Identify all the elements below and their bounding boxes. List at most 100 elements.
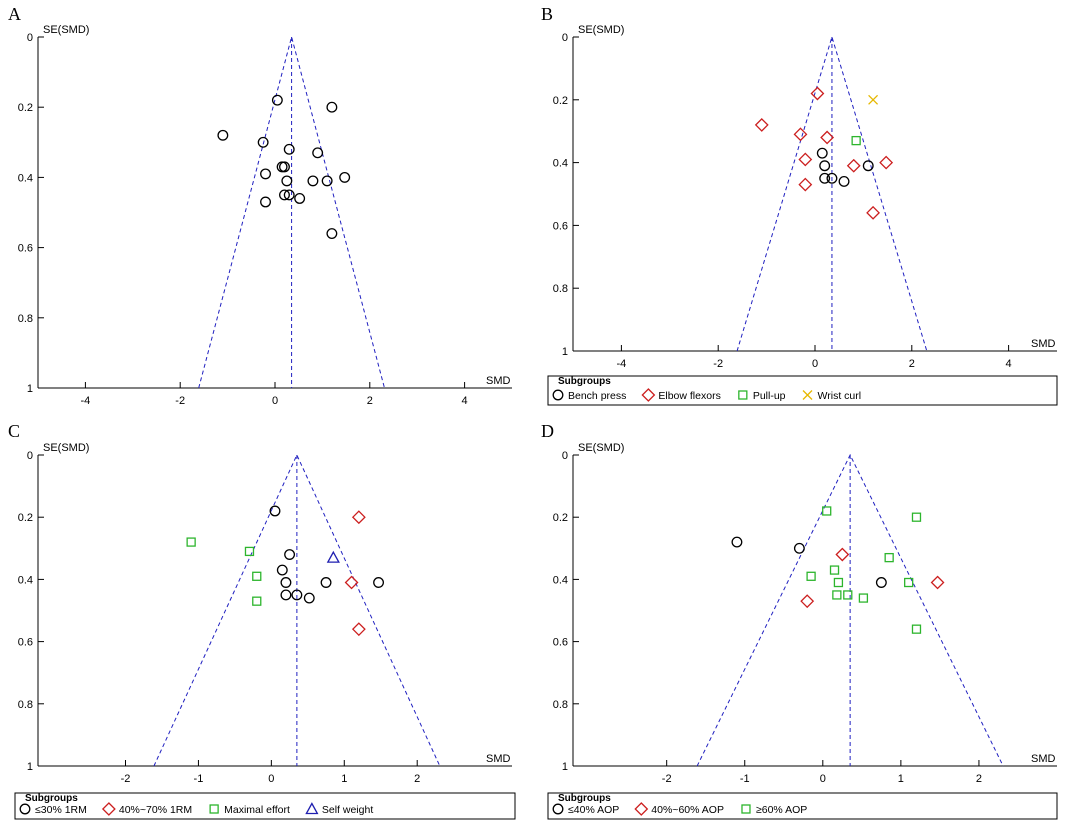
y-tick-label: 0: [562, 450, 568, 462]
data-point: [307, 175, 319, 187]
legend: Subgroups Bench press Elbow flexors Pull-up…: [547, 375, 1058, 406]
data-point: [816, 147, 828, 159]
series-3: [868, 94, 879, 105]
series-3: [326, 550, 340, 563]
data-point: [279, 189, 290, 201]
data-point: [320, 577, 332, 588]
legend-title: Subgroups: [25, 793, 78, 804]
series-2: [851, 135, 861, 146]
data-point: [326, 228, 338, 240]
legend-label: ≥60% AOP: [756, 804, 807, 816]
x-tick-label: 1: [898, 773, 904, 785]
y-tick-label: 0.2: [18, 102, 33, 114]
y-tick-label: 0: [562, 32, 568, 44]
data-point: [731, 536, 743, 548]
series-1: [800, 547, 945, 609]
data-point: [838, 175, 850, 187]
data-point: [283, 189, 295, 201]
data-point: [820, 130, 835, 145]
legend-marker: [305, 802, 319, 815]
x-tick-label: -2: [121, 773, 131, 785]
legend-marker: [209, 804, 219, 814]
legend-marker: [19, 803, 31, 815]
data-point: [281, 175, 293, 187]
legend-label: 40%~70% 1RM: [119, 804, 192, 816]
data-point: [884, 552, 894, 563]
y-tick-label: 0.8: [553, 699, 568, 711]
x-axis-title: SMD: [1031, 338, 1056, 350]
funnel-boundary: [198, 35, 385, 389]
legend-marker: [634, 802, 649, 816]
y-tick-label: 0.6: [553, 220, 568, 232]
x-tick-label: 0: [272, 395, 278, 407]
series-2: [186, 537, 262, 606]
legend-label: Wrist curl: [818, 390, 862, 402]
data-point: [833, 577, 844, 588]
series-1: [344, 510, 366, 637]
x-tick-label: 0: [820, 773, 826, 785]
panel-label: D: [541, 421, 554, 441]
x-tick-label: 2: [367, 395, 373, 407]
data-point: [866, 205, 880, 220]
data-point: [217, 129, 229, 141]
legend-label: Maximal effort: [224, 804, 290, 816]
data-point: [822, 506, 832, 516]
data-point: [271, 94, 283, 106]
legend-label: Elbow flexors: [658, 390, 720, 402]
y-tick-label: 0.4: [553, 574, 568, 586]
data-point: [260, 168, 271, 180]
data-point: [280, 577, 292, 588]
x-tick-label: -2: [713, 358, 723, 370]
y-tick-label: 0.4: [18, 574, 33, 586]
panel-c: C00.20.40.60.81-2 -1 0 1 2SE(SMD)SMDSubgroup…: [8, 421, 516, 820]
x-tick-label: -4: [617, 358, 627, 370]
legend-label: ≤30% 1RM: [35, 804, 87, 816]
data-point: [868, 94, 879, 105]
legend-marker: [101, 802, 116, 816]
data-point: [858, 593, 869, 603]
legend: Subgroups≤30% 1RM 40%~70% 1RM Maximal effo…: [14, 792, 516, 820]
series-0: [816, 147, 874, 187]
x-tick-label: 4: [462, 395, 468, 407]
data-point: [754, 118, 769, 132]
x-tick-label: 2: [976, 773, 982, 785]
legend-marker: [552, 389, 564, 401]
panel-a: A00.20.40.60.81-4 -2 0 2 4SE(SMD)SMD: [8, 4, 512, 407]
data-point: [826, 172, 838, 184]
y-tick-label: 0.6: [18, 637, 33, 649]
data-point: [351, 510, 366, 525]
legend-label: Self weight: [322, 804, 373, 816]
x-tick-label: -2: [662, 773, 672, 785]
y-tick-label: 0: [27, 32, 33, 44]
data-point: [326, 550, 340, 563]
legend-title: Subgroups: [558, 793, 611, 804]
data-point: [280, 589, 292, 601]
data-point: [843, 590, 853, 600]
y-axis-title: SE(SMD): [43, 442, 89, 454]
legend-box: [547, 792, 1058, 820]
x-tick-label: 2: [414, 773, 420, 785]
y-tick-label: 1: [562, 761, 568, 773]
panel-label: C: [8, 421, 20, 441]
y-tick-label: 0.2: [553, 512, 568, 524]
legend-marker: [741, 804, 751, 814]
y-tick-label: 0.4: [18, 172, 33, 184]
x-axis-title: SMD: [486, 753, 511, 765]
legend-label: Bench press: [568, 390, 626, 402]
y-tick-label: 0.6: [553, 637, 568, 649]
data-point: [312, 147, 324, 159]
data-point: [810, 86, 825, 101]
data-point: [835, 547, 850, 562]
data-point: [911, 624, 922, 634]
y-tick-label: 0.8: [553, 283, 568, 295]
data-point: [344, 575, 359, 590]
series-0: [269, 505, 385, 604]
funnel-boundary: [736, 35, 928, 352]
data-point: [269, 505, 281, 517]
y-tick-label: 0.6: [18, 243, 33, 255]
legend-marker: [552, 803, 564, 815]
data-point: [798, 152, 813, 167]
x-tick-label: -4: [81, 395, 91, 407]
legend-title: Subgroups: [558, 376, 611, 387]
